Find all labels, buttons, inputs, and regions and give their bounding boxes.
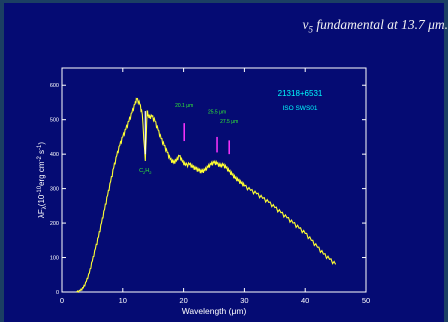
x-tick-label: 30 — [240, 296, 248, 305]
object-name-label: 21318+6531 — [278, 89, 323, 98]
x-tick-label: 50 — [362, 296, 370, 305]
headline-prefix: v — [302, 17, 309, 32]
c2h2-label-part: H — [145, 168, 149, 174]
feature-label: 27.5 μm — [220, 119, 238, 125]
x-tick-label: 0 — [60, 296, 64, 305]
headline-subscript: 5 — [308, 24, 313, 35]
c2h2-label-part: C — [139, 168, 143, 174]
c2h2-label: C2H2 — [139, 168, 152, 175]
spectrum-series-line — [76, 97, 337, 293]
y-title-sub: λ — [42, 206, 48, 209]
y-title-end: ) — [37, 142, 46, 145]
y-axis-title: λFλ(10-10erg cm-2 s-1) — [37, 142, 48, 219]
y-title-prefix: λF — [37, 209, 46, 218]
feature-label: 20.1 μm — [175, 103, 193, 109]
c2h2-label-part: 2 — [149, 170, 152, 175]
feature-label: 25.5 μm — [208, 109, 226, 115]
instrument-label: ISO SWS01 — [282, 105, 317, 112]
y-title-mid: erg cm — [37, 161, 46, 186]
slide-headline: v5 fundamental at 13.7 μm. — [0, 17, 448, 35]
c2h2-label-part: 2 — [143, 170, 146, 175]
x-axis-title: Wavelength (μm) — [182, 306, 247, 316]
y-tick-label: 400 — [50, 152, 59, 158]
y-title-exp1: -10 — [37, 185, 43, 194]
headline-suffix: fundamental at 13.7 μm. — [312, 17, 448, 32]
content-panel — [4, 3, 444, 322]
y-tick-label: 0 — [56, 290, 59, 296]
y-tick-label: 600 — [50, 83, 59, 89]
y-title-main: (10 — [37, 194, 46, 206]
y-title-exp2: -2 — [37, 156, 43, 162]
y-title-exp3: -1 — [37, 144, 43, 150]
x-tick-label: 20 — [179, 296, 187, 305]
plot-frame — [61, 67, 367, 293]
x-tick-label: 40 — [301, 296, 309, 305]
y-tick-label: 500 — [50, 118, 59, 124]
y-tick-label: 100 — [50, 256, 59, 262]
y-tick-label: 300 — [50, 187, 59, 193]
y-tick-label: 200 — [50, 221, 59, 227]
y-title-mid2: s — [37, 150, 46, 156]
x-tick-label: 10 — [119, 296, 127, 305]
